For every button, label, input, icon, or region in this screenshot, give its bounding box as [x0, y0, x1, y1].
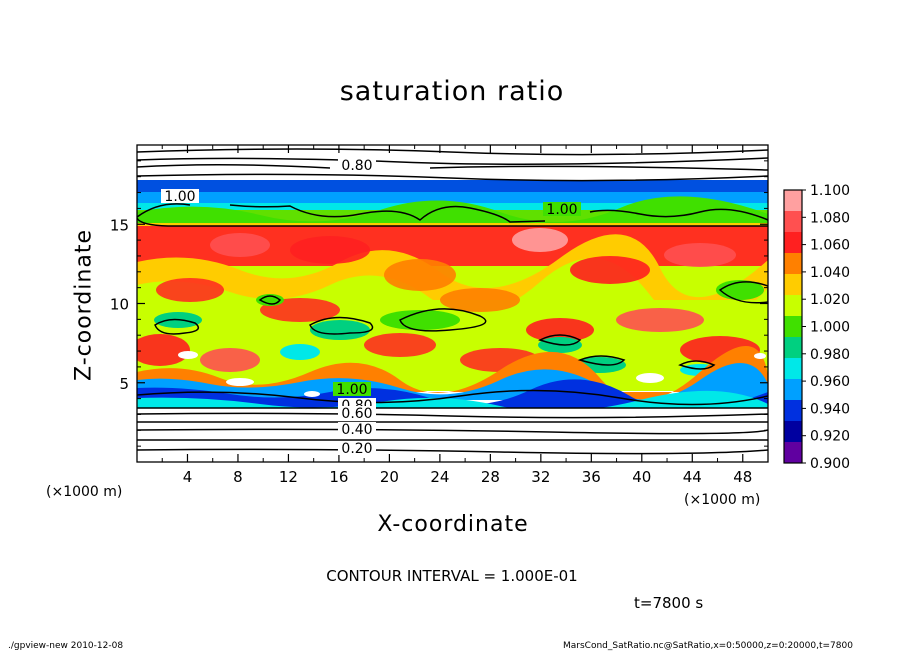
y-tick-label: 10	[110, 296, 129, 314]
contour-label-bg	[543, 202, 581, 216]
colorbar-label: 1.020	[810, 292, 850, 308]
colorbar-label: 0.980	[810, 347, 850, 363]
colorbar-swatch	[784, 421, 802, 443]
y-tick-label: 5	[119, 375, 129, 393]
x-tick-label: 36	[582, 468, 601, 486]
x-axis-unit-right: (×1000 m)	[684, 492, 761, 508]
colorbar-swatch	[784, 316, 802, 338]
x-tick-label: 48	[733, 468, 752, 486]
colorbar-label: 1.080	[810, 210, 850, 226]
x-tick-label: 28	[481, 468, 500, 486]
colorbar-label: 0.920	[810, 429, 850, 445]
colorbar-swatch	[784, 379, 802, 401]
colorbar-label: 1.000	[810, 320, 850, 336]
x-tick-label: 8	[233, 468, 243, 486]
x-tick-label: 4	[183, 468, 193, 486]
colorbar-swatch	[784, 274, 802, 296]
colorbar-label: 0.940	[810, 401, 850, 417]
colorbar-swatch	[784, 337, 802, 359]
footer-right: MarsCond_SatRatio.nc@SatRatio,x=0:50000,…	[563, 641, 853, 651]
contour-label: 0.60	[341, 406, 372, 422]
x-tick-label: 24	[430, 468, 449, 486]
colorbar-swatch	[784, 358, 802, 380]
x-axis-unit-left: (×1000 m)	[46, 484, 123, 500]
contour-interval-label: CONTOUR INTERVAL = 1.000E-01	[326, 567, 578, 585]
footer-left: ./gpview-new 2010-12-08	[8, 641, 124, 651]
contour-label: 1.00	[546, 202, 577, 218]
colorbar-swatch	[784, 400, 802, 422]
x-axis-title: X-coordinate	[377, 512, 529, 537]
colorbar-label: 0.900	[810, 456, 850, 472]
contour-label-bg	[338, 406, 376, 420]
colorbar-label: 1.100	[810, 183, 850, 199]
contour-label: 0.40	[341, 422, 372, 438]
colorbar-label: 1.040	[810, 265, 850, 281]
contour-label-bg	[161, 189, 199, 203]
contour-label-bg	[333, 382, 371, 396]
colorbar: 1.100 1.080 1.060 1.040 1.020 1.000 0.980 0.960…	[783, 183, 850, 472]
x-tick-label: 32	[531, 468, 550, 486]
chart-title: saturation ratio	[339, 76, 565, 107]
colorbar-swatch	[784, 442, 802, 464]
x-tick-label: 16	[329, 468, 348, 486]
colorbar-swatch	[784, 211, 802, 233]
y-axis-title: Z-coordinate	[71, 229, 97, 381]
colorbar-swatch	[784, 232, 802, 254]
colorbar-swatch	[784, 295, 802, 317]
colorbar-swatch	[784, 253, 802, 275]
colorbar-label: 0.960	[810, 374, 850, 390]
colorbar-swatch	[784, 190, 802, 212]
x-tick-label: 12	[279, 468, 298, 486]
y-tick-marks: 5 10 15	[110, 160, 768, 447]
y-tick-label: 15	[110, 216, 129, 234]
colorbar-label: 1.060	[810, 238, 850, 254]
contour-label: 0.80	[341, 158, 372, 174]
contour-labels: 0.801.001.001.000.800.600.400.20	[161, 158, 581, 457]
contour-label-bg	[338, 158, 376, 172]
contour-label: 0.20	[341, 441, 372, 457]
contour-label-bg	[338, 422, 376, 436]
x-tick-label: 20	[380, 468, 399, 486]
contour-label: 1.00	[164, 189, 195, 205]
time-label: t=7800 s	[634, 594, 704, 612]
x-tick-label: 44	[683, 468, 702, 486]
x-tick-label: 40	[632, 468, 651, 486]
x-tick-marks: 4 8 12 16 20 24 28 32 36 40 44 48	[161, 145, 752, 486]
contour-label-bg	[338, 441, 376, 455]
contour-label: 1.00	[336, 382, 367, 398]
